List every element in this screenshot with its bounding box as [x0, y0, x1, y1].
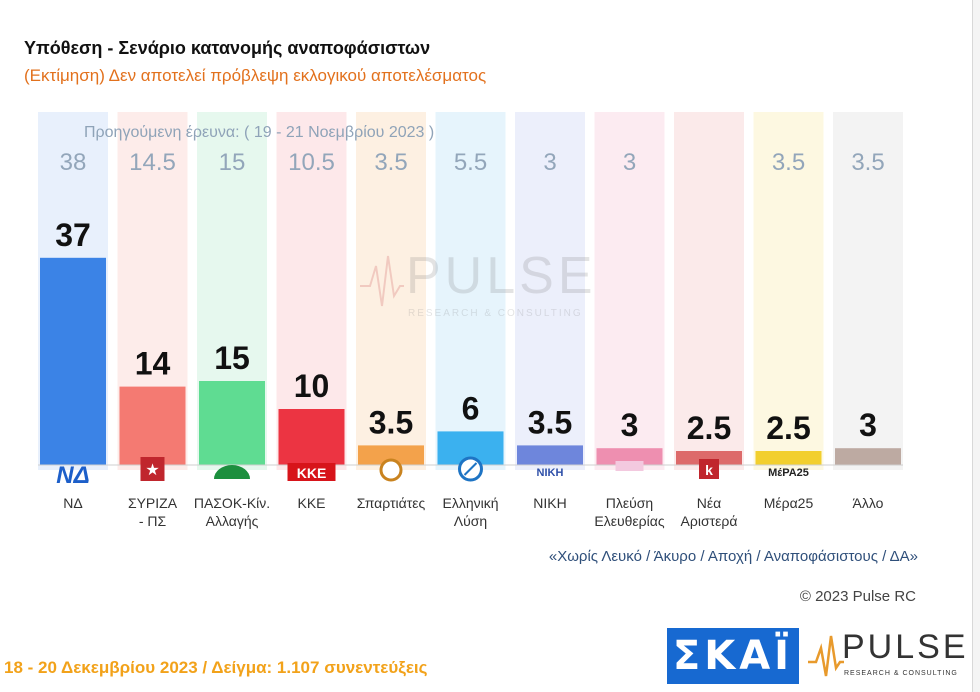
bar-chart: 38 14.5 15 10.5 3.5 5.5 3 3 3.5 3.5 37 14 15 10 3.5 6 3…	[38, 112, 903, 529]
plefsi-logo	[615, 461, 644, 471]
watermark-word: PULSE	[406, 247, 597, 305]
bar	[517, 445, 583, 465]
kke-logo: ΚΚΕ	[287, 463, 336, 481]
category-label: ΝΔ	[63, 495, 82, 511]
logo-text: ΜέΡΑ25	[768, 467, 809, 479]
bar	[596, 448, 663, 465]
chart-title: Υπόθεση - Σενάριο κατανομής αναποφάσιστω…	[24, 38, 431, 58]
value-label: 3.5	[369, 404, 413, 440]
previous-value: 5.5	[454, 149, 487, 176]
previous-value: 3	[623, 149, 636, 176]
category-label: - ΠΣ	[139, 513, 167, 529]
bar	[40, 257, 106, 465]
category-label: Ελληνική	[442, 495, 498, 511]
watermark-sub: RESEARCH & CONSULTING	[408, 308, 583, 319]
column-background	[356, 112, 426, 470]
value-label: 15	[214, 340, 250, 376]
category-label: ΝΙΚΗ	[533, 495, 566, 511]
helmet-shape	[379, 458, 403, 482]
column-background	[833, 112, 903, 470]
value-label: 10	[294, 368, 330, 404]
skai-logo: ΣΚΑΪ	[667, 628, 799, 684]
compass-needle	[463, 462, 478, 476]
pulse-logo-wave-icon	[808, 635, 844, 677]
logo-text: ΝΙΚΗ	[537, 467, 564, 479]
nea-aristera-logo: k	[699, 459, 719, 479]
category-label: Αλλαγής	[206, 513, 259, 529]
value-label: 3	[621, 407, 639, 443]
previous-value: 38	[60, 149, 87, 176]
previous-survey-label: Προηγούμενη έρευνα: ( 19 - 21 Νοεμβρίου …	[84, 124, 435, 141]
bar	[358, 445, 424, 465]
column-background	[515, 112, 585, 470]
elliniki-lysi-compass-logo	[458, 456, 483, 482]
bar	[835, 448, 901, 465]
niki-logo: ΝΙΚΗ	[537, 467, 564, 479]
bar	[755, 451, 822, 465]
previous-value: 15	[219, 149, 246, 176]
exclusion-note: «Χωρίς Λευκό / Άκυρο / Αποχή / Αναποφάσι…	[548, 548, 918, 565]
column-background	[435, 112, 506, 470]
survey-date-sample: 18 - 20 Δεκεμβρίου 2023 / Δείγμα: 1.107 …	[4, 658, 428, 677]
pulse-logo-word: PULSE	[842, 628, 969, 666]
category-label: ΣΥΡΙΖΑ	[128, 495, 178, 511]
column-background	[753, 112, 824, 470]
kke-shape	[287, 463, 336, 481]
category-label: Άλλο	[853, 495, 884, 511]
nea-aristera-shape	[699, 459, 719, 479]
pasok-sun-logo	[214, 465, 250, 479]
previous-value: 3.5	[374, 149, 407, 176]
syriza-shape	[140, 457, 165, 481]
logo-text: ΝΔ	[56, 462, 89, 489]
previous-value: 14.5	[129, 149, 176, 176]
pulse-logo: PULSE RESEARCH & CONSULTING	[808, 628, 966, 684]
plefsi-shape	[615, 461, 644, 471]
pulse-logo-sub: RESEARCH & CONSULTING	[844, 670, 958, 677]
nd-logo: ΝΔ	[56, 462, 89, 489]
syriza-star: ★	[145, 460, 159, 479]
value-label: 6	[462, 390, 480, 426]
category-label: ΠΑΣΟΚ-Κίν.	[194, 495, 270, 511]
window-edge	[972, 0, 980, 692]
skai-logo-text: ΣΚΑΪ	[672, 633, 794, 679]
column-background	[594, 112, 665, 470]
bar	[199, 381, 265, 465]
value-label: 3	[859, 407, 877, 443]
value-label: 37	[55, 217, 91, 253]
category-label: Λύση	[454, 513, 487, 529]
kke-text: ΚΚΕ	[297, 465, 327, 481]
previous-value: 3.5	[851, 149, 884, 176]
bar	[676, 451, 742, 465]
category-label: ΚΚΕ	[297, 495, 325, 511]
category-label: Σπαρτιάτες	[357, 495, 426, 511]
column-background	[674, 112, 744, 470]
category-label: Μέρα25	[764, 495, 814, 511]
syriza-star-logo: ★	[140, 457, 165, 481]
value-label: 2.5	[687, 410, 731, 446]
category-label: Πλεύση	[606, 495, 653, 511]
value-label: 3.5	[528, 404, 572, 440]
value-label: 14	[135, 346, 171, 382]
bar	[119, 386, 186, 465]
previous-value: 3	[543, 149, 556, 176]
previous-value: 10.5	[288, 149, 335, 176]
copyright: © 2023 Pulse RC	[799, 588, 916, 605]
previous-value: 3.5	[772, 149, 805, 176]
category-label: Αριστερά	[681, 513, 738, 529]
bar	[278, 409, 345, 465]
nea-aristera-mark: k	[705, 462, 713, 478]
pulse-wave-icon	[360, 255, 404, 307]
sun-shape	[214, 465, 250, 479]
value-label: 2.5	[766, 410, 810, 446]
spartiates-helmet-logo	[379, 458, 403, 482]
chart-subtitle: (Εκτίμηση) Δεν αποτελεί πρόβλεψη εκλογικ…	[24, 66, 487, 85]
mera25-logo: ΜέΡΑ25	[768, 467, 809, 479]
category-label: Ελευθερίας	[594, 513, 664, 529]
category-label: Νέα	[697, 495, 721, 511]
